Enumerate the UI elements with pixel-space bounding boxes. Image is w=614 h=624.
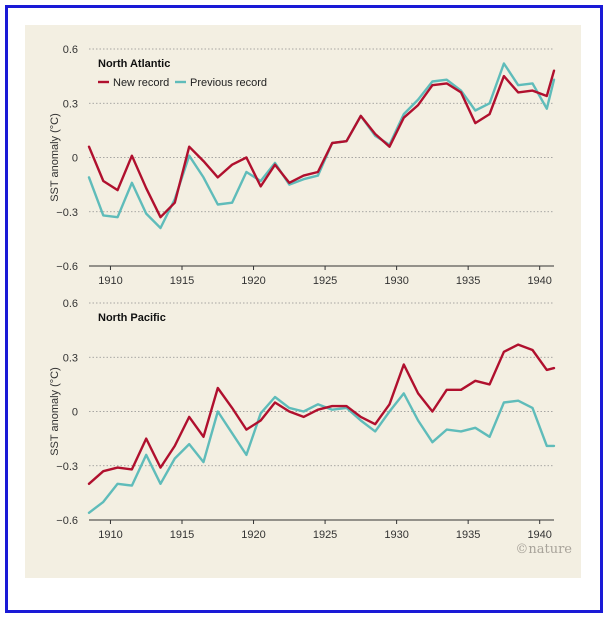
x-tick-label: 1915 — [170, 529, 194, 541]
x-tick-label: 1940 — [527, 275, 551, 287]
x-tick-label: 1910 — [98, 529, 122, 541]
y-tick-label: −0.3 — [56, 461, 78, 473]
y-tick-label: 0 — [72, 407, 78, 419]
chart-title: North Atlantic — [98, 58, 170, 70]
y-tick-label: −0.3 — [56, 207, 78, 219]
chart-title: North Pacific — [98, 312, 166, 324]
y-axis-label: SST anomaly (°C) — [49, 113, 61, 202]
x-tick-label: 1930 — [384, 529, 408, 541]
x-tick-label: 1935 — [456, 275, 480, 287]
x-tick-label: 1940 — [527, 529, 551, 541]
y-tick-label: 0.3 — [63, 352, 78, 364]
x-tick-label: 1910 — [98, 275, 122, 287]
y-tick-label: 0.6 — [63, 298, 78, 310]
y-tick-label: 0.6 — [63, 44, 78, 56]
north-atlantic-chart: −0.6 −0.3 0 0.3 0.6 1910 1915 1920 1925 1930 1935 1… — [49, 44, 556, 287]
series-line-new-record — [87, 343, 556, 485]
y-tick-label: 0 — [72, 153, 78, 165]
series-line-new-record — [87, 69, 556, 219]
x-tick-label: 1925 — [313, 275, 337, 287]
y-tick-label: −0.6 — [56, 515, 78, 527]
y-tick-label: 0.3 — [63, 98, 78, 110]
chart-panel — [25, 25, 581, 578]
legend-label: New record — [113, 77, 169, 89]
north-pacific-chart: −0.6 −0.3 0 0.3 0.6 1910 1915 1920 1925 1930 1935 1… — [49, 298, 556, 541]
y-axis-label: SST anomaly (°C) — [49, 367, 61, 456]
x-tick-label: 1915 — [170, 275, 194, 287]
legend-label: Previous record — [190, 77, 267, 89]
x-tick-label: 1935 — [456, 529, 480, 541]
x-tick-label: 1930 — [384, 275, 408, 287]
x-tick-label: 1925 — [313, 529, 337, 541]
y-tick-label: −0.6 — [56, 261, 78, 273]
x-tick-label: 1920 — [241, 529, 265, 541]
x-tick-label: 1920 — [241, 275, 265, 287]
nature-credit: ©nature — [515, 542, 572, 557]
